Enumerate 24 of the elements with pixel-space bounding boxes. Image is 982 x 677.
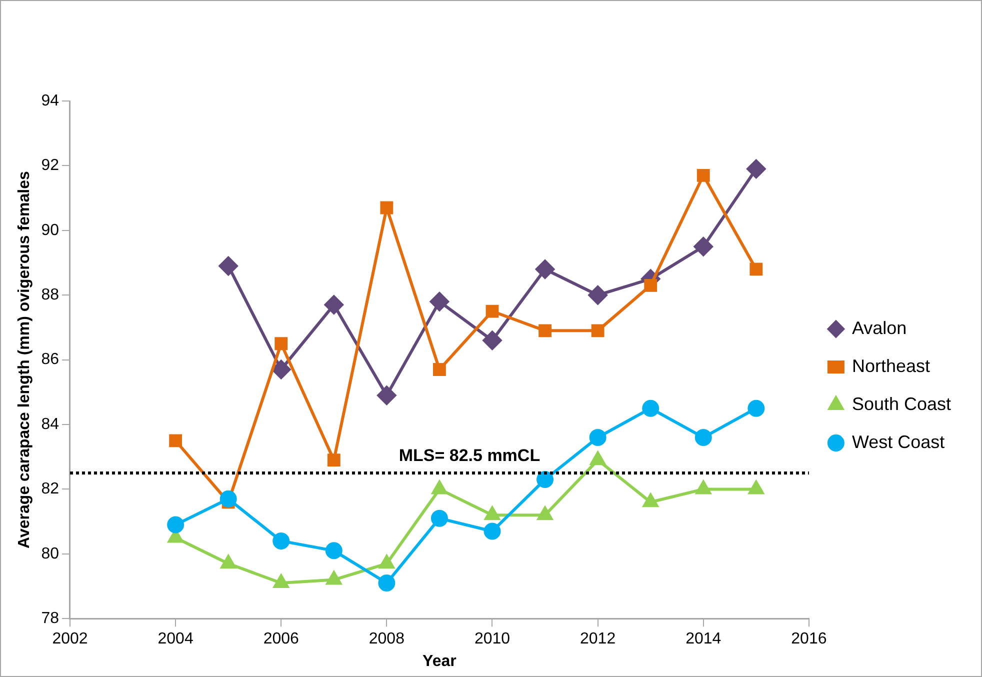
y-axis-title: Average carapace length (mm) ovigerous females	[16, 171, 34, 548]
y-tick-label: 78	[41, 610, 60, 628]
legend-label: South Coast	[852, 394, 951, 414]
x-tick-label: 2010	[474, 630, 510, 648]
x-tick-label: 2008	[368, 630, 405, 648]
x-tick-label: 2014	[686, 630, 722, 648]
y-tick-label: 92	[41, 157, 60, 174]
y-tick-label: 80	[41, 545, 60, 562]
legend-label: West Coast	[852, 432, 945, 452]
y-tick-label: 88	[41, 286, 60, 304]
x-tick-label: 2012	[580, 630, 616, 648]
y-tick-label: 94	[41, 92, 60, 110]
x-tick-label: 2006	[263, 630, 300, 648]
y-tick-label: 86	[41, 351, 60, 368]
y-tick-label: 90	[41, 222, 60, 239]
ref-line-label: MLS= 82.5 mmCL	[398, 446, 540, 466]
legend-label: Avalon	[852, 318, 907, 338]
y-tick-label: 84	[41, 416, 60, 433]
x-axis-title: Year	[422, 652, 456, 670]
x-tick-label: 2002	[52, 630, 88, 648]
y-tick-label: 82	[41, 480, 60, 498]
legend-label: Northeast	[852, 356, 930, 376]
x-tick-label: 2004	[158, 630, 194, 648]
x-tick-label: 2016	[791, 630, 827, 648]
